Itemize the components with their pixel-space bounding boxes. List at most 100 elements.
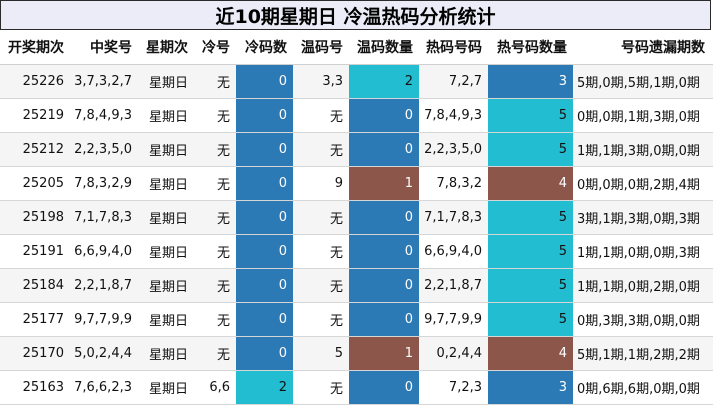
cell-hot-count: 4 [488, 337, 573, 370]
header-miss-periods: 号码遗漏期数 [621, 40, 705, 56]
cell-cold-count: 2 [236, 371, 293, 404]
cell-miss-periods: 3期,1期,3期,0期,3期 [577, 212, 700, 227]
cell-issue: 25163 [22, 380, 64, 395]
cell-cold-count: 0 [236, 303, 293, 336]
cell-issue: 25170 [22, 346, 64, 361]
cell-winning-numbers: 2,2,1,8,7 [74, 278, 132, 293]
cell-cold-numbers: 无 [216, 178, 230, 193]
cell-hot-count: 3 [488, 371, 573, 404]
cell-weekday: 星期日 [148, 110, 188, 125]
cell-hot-count: 5 [488, 269, 573, 302]
table-row: 25212 2,2,3,5,0 星期日无 0 无 0 2,2,3,5,0 5 1期,1期,3期,… [0, 133, 713, 167]
cell-hot-count: 5 [488, 235, 573, 268]
cell-winning-numbers: 7,6,6,2,3 [74, 380, 132, 395]
cell-weekday: 星期日 [148, 212, 188, 227]
cell-cold-count: 0 [236, 337, 293, 370]
header-weekday: 星期次 [146, 40, 188, 56]
cell-cold-numbers: 无 [216, 76, 230, 91]
cell-winning-numbers: 7,8,3,2,9 [74, 176, 132, 191]
cell-hot-count: 3 [488, 65, 573, 98]
cell-miss-periods: 0期,0期,1期,3期,0期 [577, 110, 700, 125]
cell-winning-numbers: 3,7,3,2,7 [74, 74, 132, 89]
cell-warm-numbers: 5 [334, 346, 343, 361]
cell-issue: 25226 [22, 74, 64, 89]
header-winning-numbers: 中奖号 [90, 40, 132, 56]
cell-hot-count: 4 [488, 167, 573, 200]
header-cold-numbers: 冷号 [202, 40, 230, 56]
cell-cold-numbers: 无 [216, 110, 230, 125]
cell-hot-count: 5 [488, 133, 573, 166]
cell-warm-count: 0 [349, 371, 419, 404]
cell-cold-numbers: 无 [216, 348, 230, 363]
cell-hot-numbers: 9,7,7,9,9 [424, 312, 482, 327]
table-row: 25184 2,2,1,8,7 星期日无 0 无 0 2,2,1,8,7 5 1期,1期,0期,… [0, 269, 713, 303]
cell-winning-numbers: 7,1,7,8,3 [74, 210, 132, 225]
cell-weekday: 星期日 [148, 382, 188, 397]
cell-miss-periods: 0期,0期,0期,2期,4期 [577, 178, 700, 193]
cell-miss-periods: 1期,1期,0期,2期,0期 [577, 280, 700, 295]
cell-cold-numbers: 无 [216, 314, 230, 329]
cell-hot-count: 5 [488, 201, 573, 234]
cell-weekday: 星期日 [148, 144, 188, 159]
cell-hot-numbers: 7,8,4,9,3 [424, 108, 482, 123]
header-hot-count: 热号码数量 [497, 40, 567, 56]
cell-cold-numbers: 无 [216, 280, 230, 295]
table-header-row: 开奖期次 中奖号 星期次 冷号 冷码数 温码号 温码数量 热码号码 热号码数量 号码遗漏期数 [0, 30, 713, 65]
cell-cold-numbers: 6,6 [209, 380, 230, 395]
cell-weekday: 星期日 [148, 246, 188, 261]
table-row: 25191 6,6,9,4,0 星期日无 0 无 0 6,6,9,4,0 5 1期,1期,0期,… [0, 235, 713, 269]
cell-miss-periods: 5期,0期,5期,1期,0期 [577, 76, 700, 91]
cell-warm-count: 0 [349, 269, 419, 302]
table-row: 25226 3,7,3,2,7 星期日 无 0 3,3 2 7,2,7 3 5期,0期,5期,1期… [0, 65, 713, 99]
cell-cold-numbers: 无 [216, 144, 230, 159]
cell-hot-numbers: 7,1,7,8,3 [424, 210, 482, 225]
cell-hot-numbers: 7,2,7 [448, 74, 482, 89]
cell-warm-numbers: 3,3 [322, 74, 343, 89]
cell-issue: 25191 [22, 244, 64, 259]
cell-issue: 25177 [22, 312, 64, 327]
cell-cold-count: 0 [236, 235, 293, 268]
cell-cold-count: 0 [236, 133, 293, 166]
cell-warm-numbers: 无 [329, 280, 343, 295]
cell-warm-count: 0 [349, 133, 419, 166]
cell-hot-numbers: 7,8,3,2 [436, 176, 482, 191]
cell-issue: 25198 [22, 210, 64, 225]
cell-weekday: 星期日 [148, 280, 188, 295]
cell-winning-numbers: 2,2,3,5,0 [74, 142, 132, 157]
cell-issue: 25219 [22, 108, 64, 123]
cell-weekday: 星期日 [148, 314, 188, 329]
cell-weekday: 星期日 [148, 348, 188, 363]
cell-winning-numbers: 6,6,9,4,0 [74, 244, 132, 259]
header-issue: 开奖期次 [8, 40, 64, 56]
cell-miss-periods: 5期,1期,1期,2期,2期 [577, 348, 700, 363]
header-warm-count: 温码数量 [357, 40, 413, 56]
table-row: 25177 9,7,7,9,9 星期日无 0 无 0 9,7,7,9,9 5 0期,3期,3期,… [0, 303, 713, 337]
cell-winning-numbers: 5,0,2,4,4 [74, 346, 132, 361]
cell-hot-count: 5 [488, 303, 573, 336]
cell-weekday: 星期日 [148, 178, 188, 193]
table-row: 25205 7,8,3,2,9 星期日 无 0 9 1 7,8,3,2 4 0期,0期,0期,2期… [0, 167, 713, 201]
cell-warm-count: 1 [349, 167, 419, 200]
cell-warm-count: 2 [349, 65, 419, 98]
cell-issue: 25184 [22, 278, 64, 293]
cell-warm-count: 1 [349, 337, 419, 370]
cell-winning-numbers: 7,8,4,9,3 [74, 108, 132, 123]
cell-issue: 25212 [22, 142, 64, 157]
cell-warm-numbers: 无 [329, 144, 343, 159]
cell-warm-count: 0 [349, 201, 419, 234]
cell-cold-count: 0 [236, 201, 293, 234]
cell-issue: 25205 [22, 176, 64, 191]
cell-cold-numbers: 无 [216, 246, 230, 261]
cell-miss-periods: 0期,6期,6期,0期,0期 [577, 382, 700, 397]
cell-hot-numbers: 0,2,4,4 [436, 346, 482, 361]
cell-hot-numbers: 7,2,3 [448, 380, 482, 395]
cell-cold-count: 0 [236, 99, 293, 132]
cell-warm-numbers: 无 [329, 212, 343, 227]
cell-hot-numbers: 6,6,9,4,0 [424, 244, 482, 259]
cell-warm-numbers: 无 [329, 314, 343, 329]
cell-cold-count: 0 [236, 167, 293, 200]
cell-cold-count: 0 [236, 65, 293, 98]
cell-cold-numbers: 无 [216, 212, 230, 227]
cell-miss-periods: 0期,3期,3期,0期,0期 [577, 314, 700, 329]
header-warm-numbers: 温码号 [301, 40, 343, 56]
